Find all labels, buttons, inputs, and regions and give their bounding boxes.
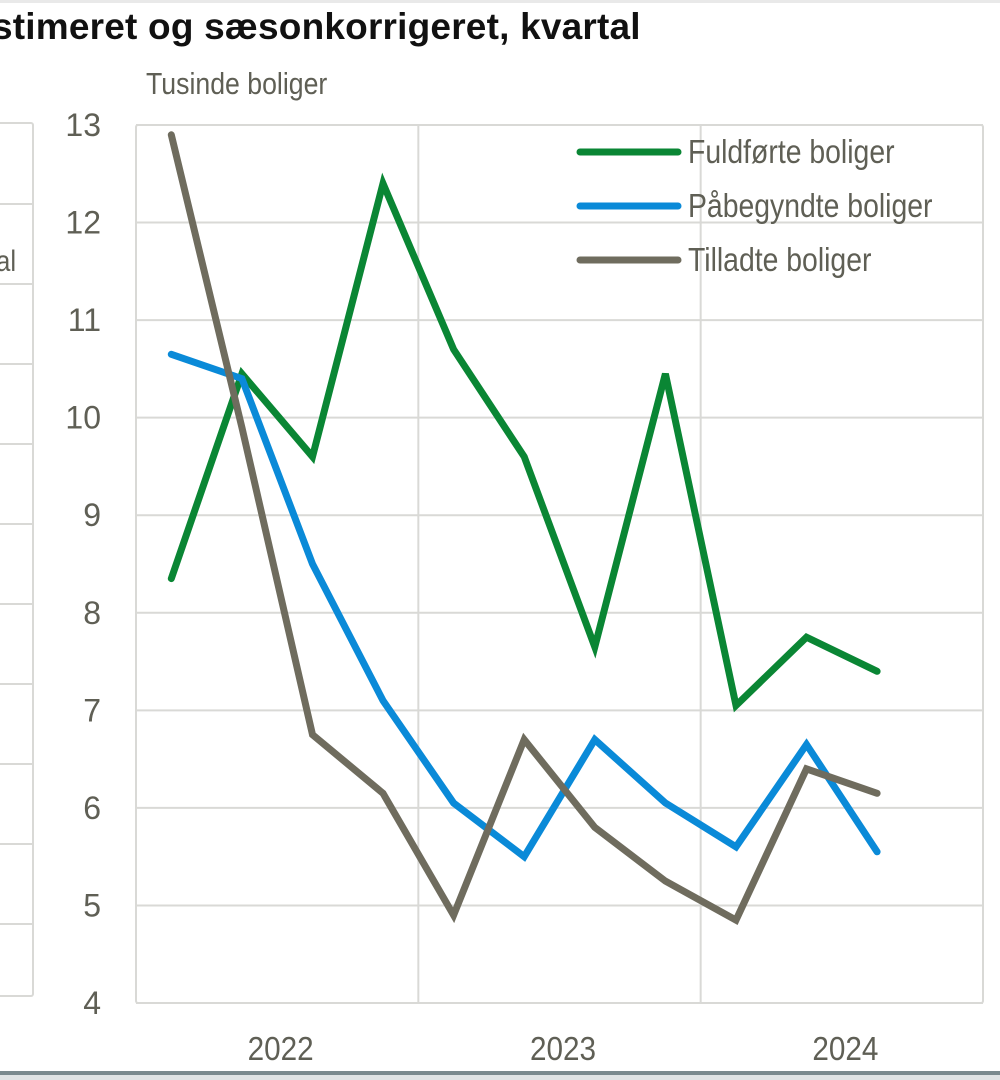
top-strip bbox=[0, 0, 1000, 3]
gridlines bbox=[135, 124, 984, 1004]
y-tick-label: 10 bbox=[65, 400, 101, 436]
series-line-p-begyndte-boliger bbox=[167, 350, 881, 862]
adjacent-chart-text-fragment: al bbox=[0, 245, 17, 278]
series-line-tilladte-boliger bbox=[167, 131, 881, 925]
y-tick-label: 12 bbox=[65, 205, 101, 241]
window-bottom-border bbox=[0, 1071, 1000, 1075]
y-axis-unit-label: Tusinde boliger bbox=[146, 66, 328, 101]
series-lines bbox=[167, 131, 881, 925]
y-tick-label: 13 bbox=[65, 107, 101, 143]
y-tick-label: 6 bbox=[83, 790, 101, 826]
x-tick-label: 2024 bbox=[812, 1031, 878, 1068]
y-tick-label: 4 bbox=[83, 985, 101, 1021]
y-tick-label: 7 bbox=[83, 692, 101, 728]
x-tick-label: 2023 bbox=[530, 1031, 596, 1068]
adjacent-chart-gridlines bbox=[0, 203, 34, 925]
adjacent-chart-panel bbox=[0, 122, 34, 997]
y-tick-label: 5 bbox=[83, 887, 101, 923]
x-axis-ticks: 2022 2023 2024 bbox=[248, 1031, 879, 1068]
y-axis-ticks: 4 5 6 7 8 9 10 11 12 13 bbox=[65, 107, 101, 1021]
legend-label: Tilladte boliger bbox=[688, 241, 871, 279]
window-bottom-shade bbox=[0, 1075, 1000, 1080]
series-line-fuldf-rte-boliger bbox=[167, 172, 881, 713]
legend-label: Påbegyndte boliger bbox=[688, 187, 932, 225]
legend-label: Fuldførte boliger bbox=[688, 133, 895, 171]
y-tick-label: 9 bbox=[83, 497, 101, 533]
y-tick-label: 11 bbox=[68, 302, 101, 338]
legend: Fuldførte boliger Påbegyndte boliger Tilla… bbox=[576, 133, 932, 279]
chart-title: stimeret og sæsonkorrigeret, kvartal bbox=[0, 6, 641, 47]
y-tick-label: 8 bbox=[83, 595, 101, 631]
x-tick-label: 2022 bbox=[248, 1031, 314, 1068]
